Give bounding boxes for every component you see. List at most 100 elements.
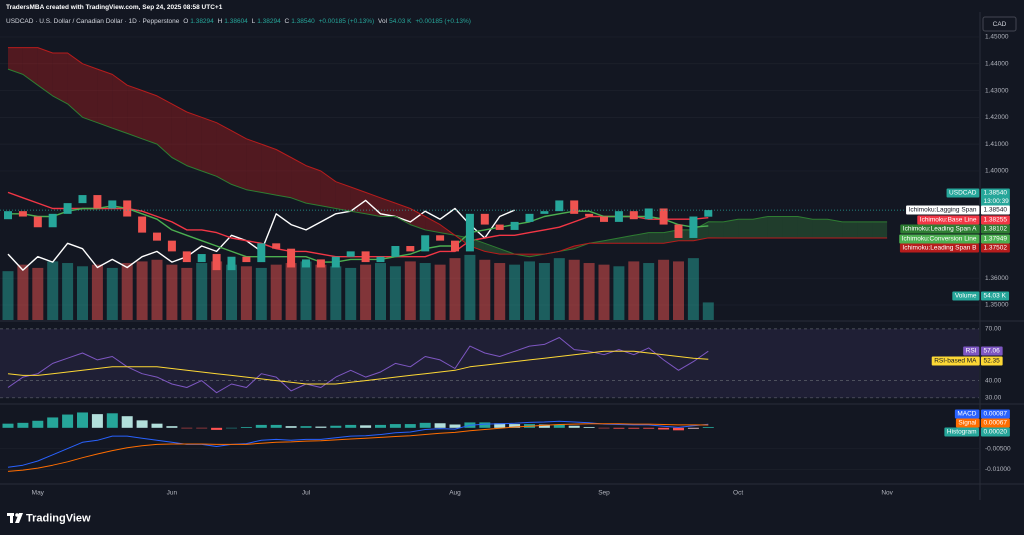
histogram-bar xyxy=(211,427,223,430)
histogram-bar xyxy=(151,423,163,428)
ohlc-key: L xyxy=(251,18,256,25)
histogram-bar xyxy=(494,423,506,428)
histogram-bar xyxy=(315,426,327,428)
cloud-fill xyxy=(97,69,113,129)
legend-name: RSI xyxy=(966,348,977,355)
cloud-fill xyxy=(797,216,813,238)
value-label: 1.37949 xyxy=(984,236,1008,243)
volume-bar xyxy=(434,264,446,320)
legend-name-bg xyxy=(955,418,980,428)
candle-body xyxy=(182,251,191,263)
cloud-fill xyxy=(633,232,649,244)
volume-bar xyxy=(404,261,416,320)
x-tick-label: Sep xyxy=(598,490,610,497)
histogram-bar xyxy=(106,413,118,428)
candle-body xyxy=(153,232,161,241)
candle-body xyxy=(242,256,251,263)
volume-bar xyxy=(196,263,208,320)
volume-bar xyxy=(598,264,610,320)
change: +0.00185 (+0.13%) xyxy=(318,18,375,25)
candle-body xyxy=(346,251,355,257)
candle-body xyxy=(614,211,623,222)
histogram-bar xyxy=(375,424,386,428)
candle-body xyxy=(287,248,296,268)
histogram-bar xyxy=(404,424,416,428)
cloud-fill xyxy=(216,122,232,185)
histogram-bar xyxy=(136,420,148,428)
volume-bar xyxy=(345,267,357,320)
candle-body xyxy=(212,254,221,271)
volume-bar xyxy=(553,258,565,320)
legend-name: RSI-based MA xyxy=(934,358,977,365)
histogram-bar xyxy=(553,424,565,428)
value-label: 0.00020 xyxy=(984,429,1008,436)
histogram-bar xyxy=(449,424,461,428)
histogram-bar xyxy=(2,423,14,428)
cloud-fill xyxy=(157,95,172,158)
volume-bar xyxy=(568,259,580,320)
histogram-bar xyxy=(91,414,103,428)
indicator-line xyxy=(7,68,888,258)
cloud-fill xyxy=(171,103,187,166)
volume-bar xyxy=(673,261,684,320)
y-tick-label: 1.43000 xyxy=(985,87,1009,94)
candle-body xyxy=(376,256,385,263)
currency-label[interactable]: CAD xyxy=(993,21,1007,28)
candle-body xyxy=(227,256,236,271)
histogram-bar xyxy=(613,427,625,429)
legend-name-bg xyxy=(931,356,980,366)
volume-bar xyxy=(494,263,506,320)
histogram-bar xyxy=(598,427,610,429)
indicator-line xyxy=(7,337,709,394)
x-tick-label: Jun xyxy=(167,490,178,497)
y-tick-label: 1.41000 xyxy=(985,141,1009,148)
candle-body xyxy=(197,254,206,263)
indicator-line xyxy=(7,423,709,472)
candle-body xyxy=(108,200,117,209)
currency-button[interactable]: CAD xyxy=(982,16,1017,32)
candle-body xyxy=(93,195,102,209)
brand-logo: TradingView xyxy=(7,512,91,524)
candle-body xyxy=(406,246,415,252)
value-label-bg xyxy=(981,356,1003,366)
value-label-bg xyxy=(981,409,1010,419)
volume-change: +0.00185 (+0.13%) xyxy=(415,18,471,25)
histogram-bar xyxy=(270,424,282,428)
volume-bar xyxy=(583,263,595,320)
cloud-fill xyxy=(306,165,321,206)
ohlc-key: O xyxy=(183,18,189,25)
cloud-fill xyxy=(142,90,157,145)
cloud-fill xyxy=(812,219,828,238)
cloud-fill xyxy=(782,216,798,238)
volume-bar xyxy=(32,267,44,320)
cloud-fill xyxy=(842,221,858,238)
value-label-bg xyxy=(981,205,1010,215)
cloud-fill xyxy=(648,232,664,244)
volume-bar xyxy=(643,263,655,320)
volume-bar xyxy=(419,263,431,320)
candle-body xyxy=(600,216,608,222)
candle-body xyxy=(391,246,400,257)
candle-body xyxy=(451,240,459,252)
ohlc-value: 1.38294 xyxy=(257,18,281,25)
volume-bar xyxy=(300,261,312,320)
histogram-bar xyxy=(509,424,521,428)
x-tick-label: Nov xyxy=(881,490,893,497)
volume-bar xyxy=(464,254,476,320)
cloud-fill xyxy=(350,187,366,214)
legend-name: Volume xyxy=(955,293,977,300)
x-tick-label: Aug xyxy=(449,490,461,497)
value-label-bg xyxy=(981,291,1010,301)
candle-body xyxy=(48,213,57,228)
volume-bar xyxy=(687,258,699,320)
x-tick-label: May xyxy=(32,490,45,497)
candle-body xyxy=(540,211,549,214)
volume-bar xyxy=(285,263,297,320)
legend-name-bg xyxy=(963,346,980,356)
histogram-bar xyxy=(17,422,29,428)
ohlc-value: 1.38294 xyxy=(190,18,214,25)
histogram-bar xyxy=(166,426,178,428)
volume-bar xyxy=(77,266,88,320)
currency-button-frame[interactable] xyxy=(982,16,1017,32)
